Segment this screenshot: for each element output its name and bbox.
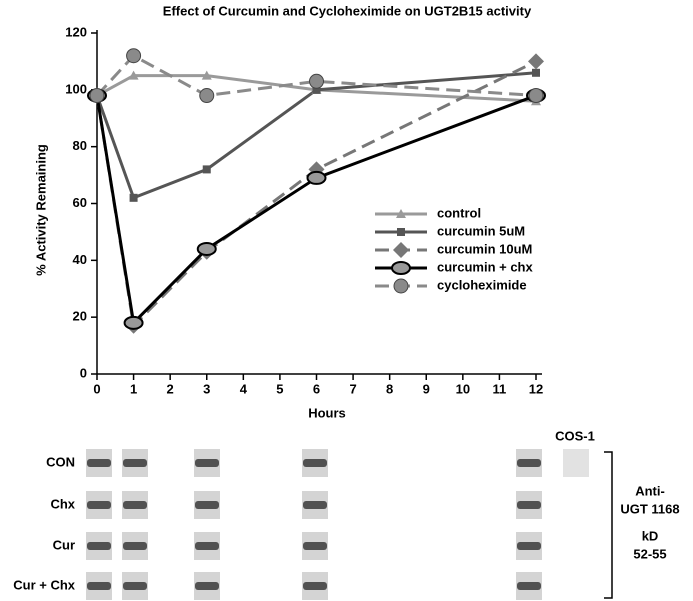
marker (309, 73, 324, 89)
legend-label: control (437, 205, 481, 220)
blot-band (87, 459, 111, 467)
marker (89, 88, 105, 104)
bracket (604, 451, 613, 599)
x-tick-label: 3 (203, 381, 210, 396)
y-tick-label: 120 (65, 24, 87, 39)
marker (391, 261, 411, 275)
legend-label: cycloheximide (437, 277, 527, 292)
legend-label: curcumin 5uM (437, 223, 525, 238)
marker (396, 209, 406, 218)
blot-band (517, 542, 541, 550)
marker (202, 165, 211, 174)
x-tick-label: 4 (240, 381, 248, 396)
marker (528, 53, 544, 70)
y-axis-label: % Activity Remaining (33, 144, 48, 276)
blot-band (195, 582, 219, 590)
marker (397, 228, 405, 236)
blot-band (303, 459, 327, 467)
x-tick-label: 2 (167, 381, 174, 396)
marker (312, 85, 321, 94)
marker (128, 70, 139, 80)
marker (532, 68, 540, 77)
blot-side-label: kD (642, 528, 659, 543)
blot-band (517, 582, 541, 590)
blot-side-label: Anti- (635, 483, 665, 498)
blot-lane (563, 449, 589, 477)
y-tick-label: 0 (80, 365, 87, 380)
marker (126, 48, 142, 64)
blot-band (517, 501, 541, 509)
y-tick-label: 100 (65, 81, 87, 96)
blot-band (87, 582, 111, 590)
marker (393, 242, 409, 258)
blot-band (195, 459, 219, 467)
blot-band (87, 501, 111, 509)
marker (306, 170, 327, 185)
blot-row-label: CON (46, 454, 75, 469)
marker (393, 278, 409, 294)
x-tick-label: 6 (313, 381, 320, 396)
blot-band (123, 542, 147, 550)
blot-band (303, 582, 327, 590)
x-tick-label: 12 (529, 381, 543, 396)
blot-band (195, 542, 219, 550)
x-tick-label: 0 (93, 381, 100, 396)
marker (199, 88, 215, 104)
x-tick-label: 1 (130, 381, 137, 396)
marker (201, 70, 212, 80)
marker (528, 88, 544, 104)
x-tick-label: 9 (423, 381, 430, 396)
blot-band (87, 542, 111, 550)
blot-band (303, 501, 327, 509)
x-tick-label: 5 (276, 381, 283, 396)
blot-control-label: COS-1 (555, 428, 595, 443)
western-blot: CON Chx Cur Cur + Chx COS-1 Anti- UGT 1168 kD 52… (13, 428, 680, 600)
blot-band (123, 582, 147, 590)
blot-band (517, 459, 541, 467)
marker (123, 315, 144, 330)
y-tick-label: 60 (73, 195, 87, 210)
blot-row-label: Cur + Chx (13, 577, 76, 592)
chart-title: Effect of Curcumin and Cycloheximide on … (163, 3, 532, 18)
y-tick-label: 20 (73, 309, 87, 324)
blot-row-label: Chx (50, 496, 75, 511)
marker (129, 193, 138, 202)
blot-band (195, 501, 219, 509)
y-tick-label: 80 (73, 138, 87, 153)
blot-row-label: Cur (53, 537, 75, 552)
blot-side-label: UGT 1168 (620, 501, 679, 516)
x-tick-label: 8 (386, 381, 393, 396)
legend-label: curcumin 10uM (437, 241, 532, 256)
blot-band (303, 542, 327, 550)
legend-label: curcumin + chx (437, 259, 533, 274)
marker (196, 241, 217, 256)
y-tick-label: 40 (73, 252, 87, 267)
blot-band (123, 459, 147, 467)
x-tick-label: 7 (349, 381, 356, 396)
x-tick-label: 11 (493, 381, 507, 396)
blot-side-label: 52-55 (633, 546, 666, 561)
x-axis-label: Hours (308, 405, 346, 420)
blot-band (123, 501, 147, 509)
x-tick-label: 10 (456, 381, 470, 396)
